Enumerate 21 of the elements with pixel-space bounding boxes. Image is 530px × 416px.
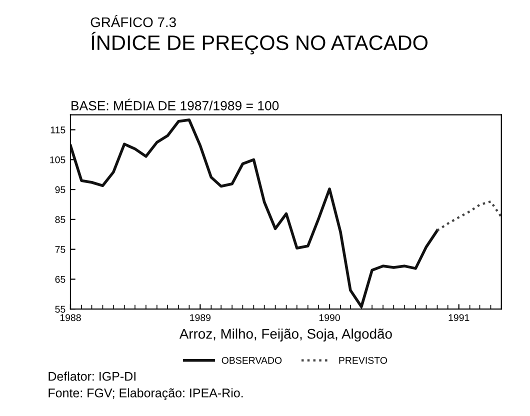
chart-title: ÍNDICE DE PREÇOS NO ATACADO (92, 32, 428, 54)
x-tick-label: 1991 (448, 314, 470, 322)
line-series (70, 118, 439, 308)
x-tick-label: 1990 (319, 314, 340, 322)
line-series (436, 200, 502, 232)
y-tick-label: 65 (55, 276, 66, 283)
y-tick-label: 85 (55, 216, 66, 224)
chart-subtitle: GRÁFICO 7.3 (90, 14, 176, 28)
x-axis-title: Arroz, Milho, Feijão, Soja, Algodão (179, 328, 392, 342)
y-tick-label: 75 (55, 246, 66, 253)
y-tick-label: 95 (55, 186, 66, 194)
source-note: Fonte: FGV; Elaboração: IPEA-Rio. (48, 388, 243, 400)
y-tick-label: 55 (55, 306, 66, 313)
legend-label: OBSERVADO (222, 356, 282, 364)
legend-label: PREVISTO (339, 356, 387, 364)
y-tick-label: 115 (50, 126, 66, 134)
x-tick-label: 1989 (190, 314, 211, 322)
text: BASE: MÉDIA DE 1987/1989 = 100 (72, 98, 279, 110)
x-tick-label: 1988 (60, 314, 81, 322)
y-tick-label: 105 (50, 156, 66, 164)
text: Deflator: IGP-DI (48, 372, 136, 381)
